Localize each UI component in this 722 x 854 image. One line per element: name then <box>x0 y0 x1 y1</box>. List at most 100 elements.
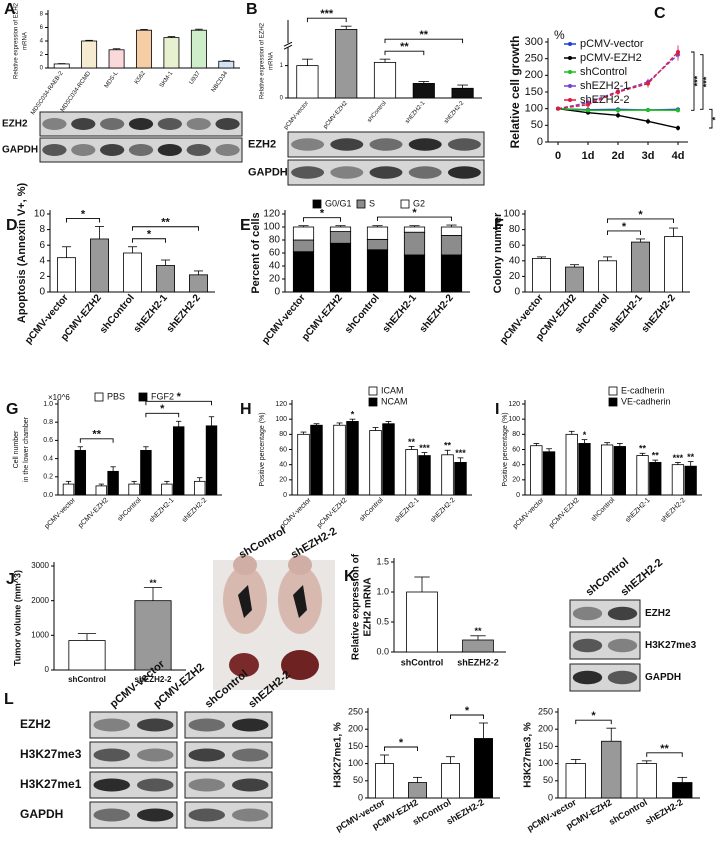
y-tick-label: 250 <box>538 706 553 716</box>
bar <box>369 430 382 496</box>
y-tick-label: 1 <box>280 63 284 69</box>
point <box>646 119 650 124</box>
bar <box>81 40 98 69</box>
panel-label: J <box>6 571 15 588</box>
significance-label: * <box>147 229 152 241</box>
legend-label: shEZH2-1 <box>580 80 630 92</box>
bar <box>366 249 389 293</box>
bar <box>412 83 435 99</box>
y-axis-label: Relative cell growth <box>508 36 522 149</box>
bar <box>161 483 173 496</box>
bar <box>366 238 389 251</box>
blot-band <box>607 606 638 621</box>
significance-label: *** <box>701 76 711 87</box>
bar <box>565 433 578 496</box>
significance-bracket <box>79 438 114 443</box>
y-axis-label: Relative expression of EZH2 <box>260 22 266 99</box>
bar <box>205 425 218 496</box>
bar <box>335 28 358 99</box>
blot-band <box>136 778 174 792</box>
y-tick-label: 0 <box>537 136 543 148</box>
bar <box>329 231 352 244</box>
significance-label: ** <box>161 217 170 229</box>
panel-label: D <box>6 217 18 234</box>
legend-label: VE-cadherin <box>621 396 671 406</box>
legend-swatch <box>94 392 104 402</box>
y-axis-label: EZH2 mRNA <box>363 578 374 637</box>
bar <box>172 426 185 496</box>
bar <box>418 455 431 496</box>
y-tick-label: 0 <box>548 792 553 802</box>
y-tick-label: 1000 <box>31 630 49 639</box>
bar <box>440 226 463 236</box>
blot-band <box>330 138 364 151</box>
y-axis-label: H3K27me3, % <box>523 722 534 788</box>
significance-label: * <box>710 116 720 120</box>
blot-band <box>136 718 174 732</box>
blot-band <box>607 638 638 653</box>
y-tick-label: 2 <box>40 52 44 58</box>
y-tick-label: 6 <box>40 25 44 31</box>
blot-band <box>188 808 226 822</box>
blot-band <box>93 718 131 732</box>
bar <box>636 763 657 799</box>
bar <box>462 639 494 653</box>
bar <box>542 451 556 496</box>
legend-swatch <box>608 386 618 396</box>
bar <box>530 445 543 496</box>
y-axis-label: Positive percentage (%) <box>259 412 266 486</box>
y-tick-label: 100 <box>348 758 363 768</box>
y-tick-label: 80 <box>269 235 281 246</box>
blot-band <box>42 144 67 156</box>
y-tick-label: 0 <box>40 66 44 72</box>
panel-label: B <box>246 1 258 18</box>
y-axis-label: in the lower chamber <box>23 416 30 482</box>
tumor-photo <box>213 555 335 690</box>
significance-label: * <box>399 737 404 749</box>
y-tick-label: 20 <box>269 274 281 285</box>
blot-row-label: EZH2 <box>2 119 28 130</box>
significance-bracket <box>145 400 212 406</box>
bar <box>454 461 467 496</box>
y-tick-label: 20 <box>279 477 287 484</box>
bar <box>190 29 207 69</box>
legend-swatch <box>368 386 378 396</box>
blot-band <box>607 670 638 685</box>
bar <box>631 241 650 293</box>
y-axis-label: Relative expression of <box>351 553 362 660</box>
y-axis-label: H3K27me1, % <box>333 722 344 788</box>
point <box>676 126 680 130</box>
significance-bracket <box>607 218 674 223</box>
significance-label: ** <box>149 578 157 588</box>
y-axis-label: Colony number <box>492 212 504 293</box>
significance-bracket <box>377 216 452 222</box>
bar <box>296 65 319 99</box>
significance-label: ** <box>687 452 695 462</box>
bar <box>403 226 426 233</box>
significance-bracket <box>646 752 683 757</box>
blot-row-label: GAPDH <box>645 672 681 683</box>
y-tick-label: 100 <box>275 416 287 423</box>
bar <box>600 444 614 496</box>
significance-label: * <box>81 208 86 220</box>
bar <box>403 254 426 293</box>
axis-break-gap <box>284 43 292 48</box>
significance-bracket <box>303 217 341 222</box>
bar <box>310 424 323 496</box>
y-axis-label: Tumor volume (mm^3) <box>12 570 22 666</box>
y-tick-label: 100 <box>503 209 520 220</box>
significance-bracket <box>700 54 704 110</box>
x-tick-label: shControl <box>401 657 444 667</box>
bar <box>218 60 235 69</box>
blot-band <box>128 144 154 156</box>
y-tick-label: 80 <box>509 224 521 235</box>
x-tick-label: shControl <box>68 675 106 684</box>
y-axis-label: Apoptosis (Annexin V+, %) <box>16 183 28 324</box>
point <box>586 108 590 113</box>
blot-row-label: GAPDH <box>248 166 288 178</box>
blot-row-label: EZH2 <box>248 138 276 150</box>
bar <box>140 450 152 496</box>
bar <box>408 782 427 799</box>
axis-break <box>283 41 293 47</box>
significance-label: * <box>351 410 355 420</box>
